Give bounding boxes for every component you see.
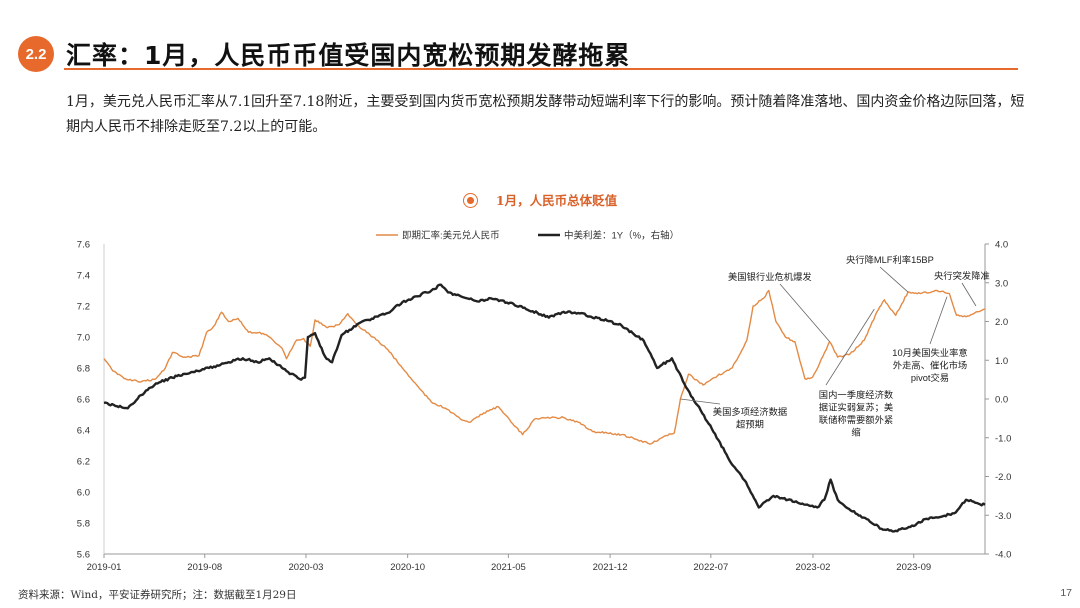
source-note: 资料来源：Wind，平安证券研究所；注：数据截至1月29日 bbox=[18, 589, 297, 601]
annotation-text-1: 央行降MLF利率15BP bbox=[846, 254, 934, 265]
annotation-text-5: 美国多项经济数据 bbox=[713, 406, 787, 417]
y-right-tick-label: 1.0 bbox=[995, 356, 1008, 367]
legend-label-1: 中美利差：1Y（%，右轴） bbox=[564, 230, 679, 242]
x-tick-label: 2023-09 bbox=[896, 562, 931, 573]
section-number-badge: 2.2 bbox=[18, 36, 54, 72]
y-right-tick-label: -2.0 bbox=[995, 472, 1011, 483]
chart-heading: 1月，人民币总体贬值 bbox=[0, 190, 1080, 209]
page-title: 汇率：1月，人民币币值受国内宽松预期发酵拖累 bbox=[66, 41, 631, 70]
usdcny-series-line bbox=[103, 289, 986, 445]
y-right-tick-label: 0.0 bbox=[995, 395, 1008, 406]
y-left-tick-label: 7.2 bbox=[77, 302, 90, 313]
x-tick-label: 2022-07 bbox=[693, 562, 728, 573]
y-left-tick-label: 6.6 bbox=[77, 395, 90, 406]
y-left-tick-label: 5.8 bbox=[77, 519, 90, 530]
annotation-text-3: pivot交易 bbox=[911, 372, 949, 383]
title-divider bbox=[64, 68, 1018, 70]
annotation-leader-0 bbox=[779, 283, 830, 342]
legend-label-0: 即期汇率:美元兑人民币 bbox=[402, 230, 500, 242]
y-left-tick-label: 7.0 bbox=[77, 333, 90, 344]
y-left-tick-label: 5.6 bbox=[77, 550, 90, 561]
y-left-tick-label: 6.4 bbox=[77, 426, 90, 437]
chart-heading-text: 1月，人民币总体贬值 bbox=[495, 193, 618, 208]
y-left-tick-label: 7.6 bbox=[77, 240, 90, 251]
x-tick-label: 2020-03 bbox=[289, 562, 324, 573]
y-left-tick-label: 7.4 bbox=[77, 271, 90, 282]
annotation-text-4: 国内一季度经济数 bbox=[819, 389, 894, 400]
annotation-leader-3 bbox=[929, 296, 948, 345]
y-right-tick-label: -3.0 bbox=[995, 511, 1011, 522]
annotation-leader-4 bbox=[825, 308, 875, 386]
x-tick-label: 2019-08 bbox=[187, 562, 222, 573]
annotation-text-3: 外走高、催化市场 bbox=[893, 360, 967, 371]
x-tick-label: 2023-02 bbox=[796, 562, 831, 573]
y-left-tick-label: 6.0 bbox=[77, 488, 90, 499]
y-right-tick-label: 3.0 bbox=[995, 278, 1008, 289]
annotation-leader-1 bbox=[879, 266, 909, 293]
x-tick-label: 2020-10 bbox=[390, 562, 425, 573]
annotation-leader-5 bbox=[680, 398, 721, 405]
annotation-text-2: 央行突发降准 bbox=[934, 270, 990, 281]
spread-series-line bbox=[103, 283, 986, 533]
x-tick-label: 2021-12 bbox=[593, 562, 628, 573]
target-icon bbox=[462, 193, 478, 208]
y-right-tick-label: 4.0 bbox=[995, 240, 1008, 251]
x-tick-label: 2019-01 bbox=[87, 562, 122, 573]
annotation-text-3: 10月美国失业率意 bbox=[892, 347, 967, 358]
x-tick-label: 2021-05 bbox=[491, 562, 526, 573]
annotation-text-4: 缩 bbox=[851, 427, 860, 438]
fx-rate-chart: 7.6 7.4 7.2 7.0 6.8 6.6 6.4 6.2 6.0 5.8 5.6 4.0 3.0 2… bbox=[77, 230, 1012, 574]
y-right-tick-label: 2.0 bbox=[995, 317, 1008, 328]
annotation-text-4: 联储称需要额外紧 bbox=[819, 414, 893, 425]
page-number: 17 bbox=[1060, 587, 1072, 599]
y-left-tick-label: 6.2 bbox=[77, 457, 90, 468]
y-left-tick-label: 6.8 bbox=[77, 364, 90, 375]
annotation-text-5: 超预期 bbox=[736, 419, 764, 430]
y-right-tick-label: -1.0 bbox=[995, 433, 1011, 444]
summary-text: 1月，美元兑人民币汇率从7.1回升至7.18附近，主要受到国内货币宽松预期发酵带… bbox=[66, 94, 1025, 135]
y-right-tick-label: -4.0 bbox=[995, 550, 1011, 561]
annotation-text-0: 美国银行业危机爆发 bbox=[728, 271, 812, 282]
annotation-text-4: 据证实弱复苏；美 bbox=[819, 402, 893, 413]
annotation-leader-2 bbox=[961, 282, 977, 307]
